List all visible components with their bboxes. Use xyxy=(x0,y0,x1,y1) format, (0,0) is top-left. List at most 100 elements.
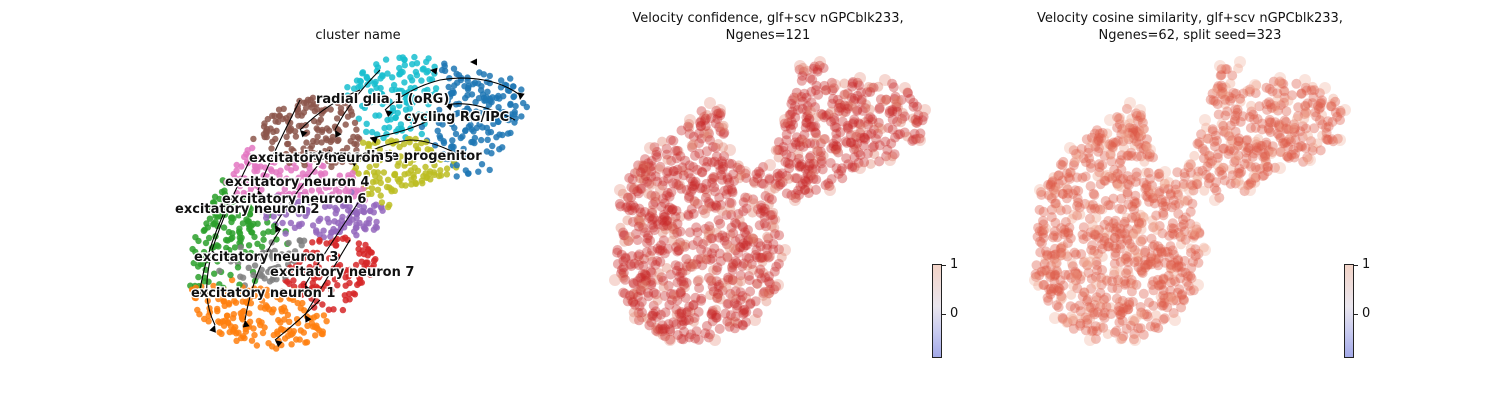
score-point xyxy=(1091,260,1102,270)
score-point xyxy=(1080,198,1090,209)
score-point xyxy=(774,244,784,255)
score-point xyxy=(620,274,631,285)
score-point xyxy=(816,108,827,119)
cluster-point xyxy=(328,229,336,236)
score-point xyxy=(1119,276,1130,286)
cluster-point xyxy=(448,90,455,97)
score-point xyxy=(1107,142,1118,152)
cluster-point xyxy=(485,129,492,136)
score-point xyxy=(1260,153,1271,164)
score-point xyxy=(1097,251,1108,262)
cluster-point xyxy=(291,248,299,255)
score-point xyxy=(911,134,921,144)
score-point xyxy=(1315,145,1326,156)
score-point xyxy=(1148,152,1158,163)
cluster-point xyxy=(313,125,320,132)
score-point xyxy=(1178,214,1188,225)
cluster-point xyxy=(271,112,278,120)
score-point xyxy=(706,113,716,124)
score-point xyxy=(1307,98,1318,109)
score-point xyxy=(1049,312,1061,324)
cluster-point xyxy=(268,145,275,152)
score-point xyxy=(660,211,670,222)
velocity-arrowhead xyxy=(470,58,477,66)
cluster-point xyxy=(216,329,223,336)
score-point xyxy=(1150,322,1160,333)
score-point xyxy=(675,237,686,248)
score-point xyxy=(612,245,623,255)
score-point xyxy=(1303,154,1314,165)
score-point xyxy=(1158,207,1169,218)
score-point xyxy=(1168,293,1179,304)
cluster-point xyxy=(324,279,331,286)
score-point xyxy=(1129,140,1140,151)
cluster-point xyxy=(279,219,286,227)
score-point xyxy=(1257,118,1268,129)
score-point xyxy=(745,298,756,309)
score-point xyxy=(1278,137,1289,148)
score-point xyxy=(1288,144,1299,155)
cluster-point xyxy=(490,120,497,128)
cluster-point xyxy=(325,306,333,313)
score-point xyxy=(848,95,859,106)
score-point xyxy=(1253,143,1264,154)
score-point xyxy=(1144,144,1156,156)
score-point xyxy=(1291,114,1302,124)
score-point xyxy=(654,164,665,175)
score-point xyxy=(781,149,792,160)
score-point xyxy=(1216,70,1227,80)
cluster-point xyxy=(278,326,285,333)
score-point xyxy=(752,308,763,318)
cluster-point xyxy=(363,169,370,177)
score-point xyxy=(811,145,822,156)
score-point xyxy=(1233,167,1244,178)
score-point xyxy=(1115,309,1126,320)
score-point xyxy=(1216,64,1227,75)
score-point xyxy=(1132,248,1143,259)
score-point xyxy=(732,303,742,314)
score-point xyxy=(1057,314,1068,324)
score-point xyxy=(708,172,719,182)
score-point xyxy=(1203,178,1214,189)
score-point xyxy=(632,235,643,245)
score-point xyxy=(618,262,629,273)
score-point xyxy=(1125,320,1136,331)
score-point xyxy=(748,233,759,244)
score-point xyxy=(703,230,714,241)
score-point xyxy=(636,173,647,184)
score-point xyxy=(808,63,819,74)
cluster-point xyxy=(510,83,517,90)
score-point xyxy=(881,151,892,162)
cluster-point xyxy=(215,295,222,303)
cluster-point xyxy=(480,71,487,78)
cluster-point xyxy=(230,215,237,222)
score-point xyxy=(735,242,746,253)
score-point xyxy=(808,158,819,169)
score-point xyxy=(1144,297,1154,308)
score-point xyxy=(1098,310,1109,321)
score-point xyxy=(1186,247,1196,258)
score-point xyxy=(1140,183,1151,194)
score-point xyxy=(1038,215,1048,226)
score-point xyxy=(1154,280,1165,291)
score-point xyxy=(690,292,701,303)
score-point xyxy=(635,207,646,218)
score-point xyxy=(1293,111,1303,122)
score-point xyxy=(1064,222,1075,233)
score-point xyxy=(1216,80,1227,91)
score-point xyxy=(758,178,769,189)
cluster-point xyxy=(345,273,352,280)
cluster-point xyxy=(303,248,310,256)
score-point xyxy=(804,114,815,124)
cluster-point xyxy=(312,253,320,260)
score-point xyxy=(1259,170,1270,181)
cluster-point xyxy=(418,123,426,131)
cluster-point xyxy=(397,153,404,160)
score-point xyxy=(785,120,796,131)
score-point xyxy=(846,92,857,103)
score-point xyxy=(732,300,743,311)
score-point xyxy=(1122,224,1133,234)
score-point xyxy=(706,233,716,244)
score-point xyxy=(1225,78,1236,89)
score-point xyxy=(828,93,839,104)
